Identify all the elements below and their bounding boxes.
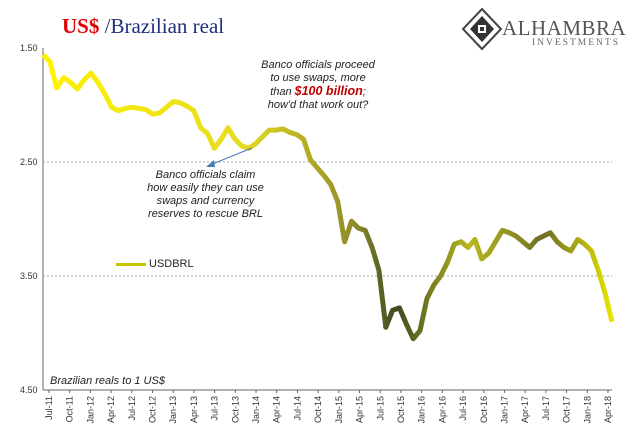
- y-tick-label: 3.50: [20, 271, 38, 281]
- x-tick-label: Jan-17: [500, 396, 510, 424]
- ann-pre: than: [270, 86, 295, 98]
- title-currency: US$: [62, 14, 100, 38]
- x-tick-label: Oct-16: [479, 396, 489, 423]
- x-tick-label: Apr-16: [437, 396, 447, 423]
- x-tick-label: Oct-15: [396, 396, 406, 423]
- annotation-claim: Banco officials claim how easily they ca…: [138, 169, 273, 221]
- x-tick-label: Jul-13: [210, 396, 220, 421]
- annotation-arrow: [209, 147, 253, 166]
- alhambra-logo: ALHAMBRA INVESTMENTS: [462, 6, 632, 54]
- x-tick-label: Jan-18: [582, 396, 592, 424]
- annotation-arrowhead: [206, 160, 215, 167]
- x-tick-label: Oct-17: [562, 396, 572, 423]
- legend-label: USDBRL: [149, 258, 194, 270]
- logo-name: ALHAMBRA: [502, 16, 627, 40]
- legend: USDBRL: [116, 258, 194, 270]
- ann-line: reserves to rescue BRL: [148, 208, 263, 220]
- x-tick-label: Oct-12: [148, 396, 158, 423]
- ann-highlight: $100 billion: [294, 84, 363, 98]
- x-tick-label: Jul-16: [458, 396, 468, 421]
- x-tick-labels: Jul-11 Oct-11 Jan-12 Apr-12 Jul-12 Oct-12 Jan-…: [44, 390, 613, 424]
- x-tick-label: Apr-18: [603, 396, 613, 423]
- x-tick-label: Jan-16: [417, 396, 427, 424]
- x-tick-label: Apr-14: [272, 396, 282, 423]
- y-tick-label: 2.50: [20, 157, 38, 167]
- y-tick-label: 4.50: [20, 385, 38, 395]
- units-note: Brazilian reals to 1 US$: [50, 375, 165, 387]
- legend-swatch: [116, 262, 146, 266]
- title-rest: /Brazilian real: [99, 14, 225, 38]
- annotation-swaps: Banco officials proceed to use swaps, mo…: [248, 59, 388, 112]
- x-tick-label: Jul-12: [127, 396, 137, 421]
- ann-line: Banco officials proceed: [261, 59, 375, 71]
- x-tick-label: Apr-13: [189, 396, 199, 423]
- ann-line: how'd that work out?: [267, 99, 369, 111]
- x-tick-label: Jan-15: [334, 396, 344, 424]
- chart-title: US$ /Brazilian real: [62, 14, 224, 39]
- x-tick-label: Jan-12: [85, 396, 95, 424]
- x-tick-label: Oct-11: [65, 396, 75, 422]
- ann-line: how easily they can use: [147, 182, 264, 194]
- x-tick-label: Oct-14: [313, 396, 323, 423]
- logo-emblem-icon: [462, 8, 502, 51]
- ann-line: swaps and currency: [156, 195, 255, 207]
- x-tick-label: Jul-17: [541, 396, 551, 421]
- y-tick-label: 1.50: [20, 43, 38, 53]
- x-tick-label: Jan-14: [251, 396, 261, 424]
- logo-sub: INVESTMENTS: [532, 38, 620, 48]
- x-tick-label: Apr-17: [520, 396, 530, 423]
- ann-post: ;: [362, 86, 366, 98]
- series-line-usdbrl: [41, 53, 615, 342]
- x-tick-label: Apr-12: [106, 396, 116, 423]
- x-tick-label: Jul-14: [292, 396, 302, 421]
- x-tick-label: Jan-13: [168, 396, 178, 424]
- ann-line: to use swaps, more: [270, 72, 366, 84]
- x-tick-label: Oct-13: [230, 396, 240, 423]
- x-tick-label: Jul-15: [375, 396, 385, 421]
- x-tick-label: Jul-11: [44, 396, 54, 420]
- ann-line: than $100 billion;: [248, 85, 388, 99]
- ann-line: Banco officials claim: [155, 169, 256, 181]
- x-tick-label: Apr-15: [355, 396, 365, 423]
